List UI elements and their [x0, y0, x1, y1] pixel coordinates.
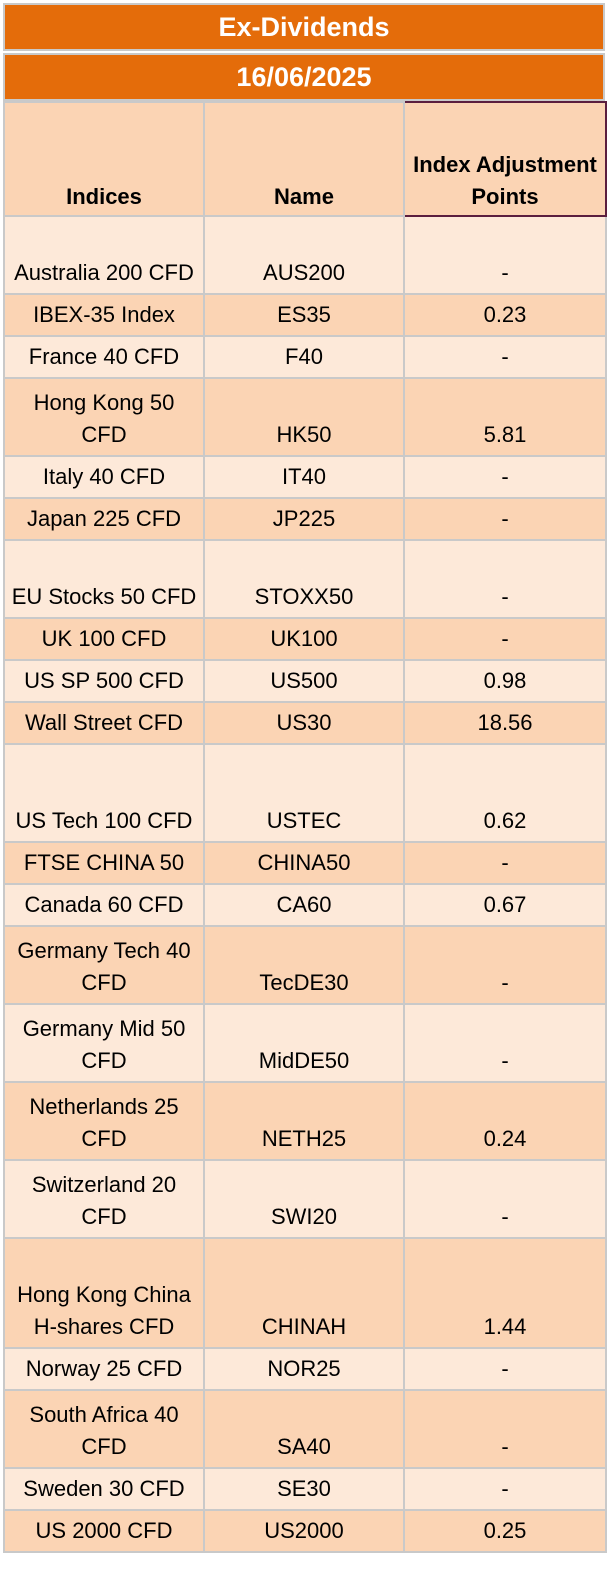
cell-symbol: SE30 [203, 1467, 405, 1511]
cell-index: Hong Kong China H-shares CFD [3, 1237, 205, 1349]
date-banner: 16/06/2025 [3, 53, 605, 101]
table-row: UK 100 CFD UK100- [3, 617, 607, 661]
table-row: FTSE CHINA 50 CHINA50- [3, 841, 607, 885]
cell-adjustment-points: 0.25 [403, 1509, 607, 1553]
cell-index: Australia 200 CFD [3, 215, 205, 295]
cell-index: South Africa 40 CFD [3, 1389, 205, 1469]
cell-adjustment-points: - [403, 617, 607, 661]
table-row: Hong Kong 50 CFD HK50 5.81 [3, 377, 607, 457]
cell-index: EU Stocks 50 CFD [3, 539, 205, 619]
cell-index: Netherlands 25 CFD [3, 1081, 205, 1161]
cell-symbol: CA60 [203, 883, 405, 927]
cell-index: Hong Kong 50 CFD [3, 377, 205, 457]
cell-adjustment-points: - [403, 1159, 607, 1239]
cell-index: Wall Street CFD [3, 701, 205, 745]
cell-symbol: CHINA50 [203, 841, 405, 885]
cell-symbol: SA40 [203, 1389, 405, 1469]
cell-index: US 2000 CFD [3, 1509, 205, 1553]
cell-symbol: NETH25 [203, 1081, 405, 1161]
cell-symbol: F40 [203, 335, 405, 379]
table-row: IBEX-35 Index ES35 0.23 [3, 293, 607, 337]
cell-adjustment-points: 0.62 [403, 743, 607, 843]
cell-index: Sweden 30 CFD [3, 1467, 205, 1511]
cell-symbol: US500 [203, 659, 405, 703]
table-row: Wall Street CFD US30 18.56 [3, 701, 607, 745]
cell-adjustment-points: 0.67 [403, 883, 607, 927]
cell-symbol: JP225 [203, 497, 405, 541]
cell-adjustment-points: 5.81 [403, 377, 607, 457]
table-row: Hong Kong China H-shares CFD CHINAH 1.44 [3, 1237, 607, 1349]
table-row: Germany Mid 50 CFD MidDE50- [3, 1003, 607, 1083]
cell-symbol: NOR25 [203, 1347, 405, 1391]
cell-symbol: AUS200 [203, 215, 405, 295]
cell-adjustment-points: 0.24 [403, 1081, 607, 1161]
table-row: US 2000 CFD US2000 0.25 [3, 1509, 607, 1553]
cell-index: Italy 40 CFD [3, 455, 205, 499]
cell-adjustment-points: - [403, 335, 607, 379]
cell-index: Germany Tech 40 CFD [3, 925, 205, 1005]
cell-adjustment-points: 0.23 [403, 293, 607, 337]
table-header-row: Indices Name Index Adjustment Points [3, 101, 607, 217]
cell-index: FTSE CHINA 50 [3, 841, 205, 885]
cell-index: Japan 225 CFD [3, 497, 205, 541]
table-row: EU Stocks 50 CFD STOXX50- [3, 539, 607, 619]
header-indices: Indices [3, 101, 205, 217]
table-row: Germany Tech 40 CFD TecDE30- [3, 925, 607, 1005]
cell-adjustment-points: - [403, 1389, 607, 1469]
cell-index: IBEX-35 Index [3, 293, 205, 337]
table-row: South Africa 40 CFD SA40- [3, 1389, 607, 1469]
cell-index: US SP 500 CFD [3, 659, 205, 703]
cell-symbol: STOXX50 [203, 539, 405, 619]
table-row: Sweden 30 CFD SE30- [3, 1467, 607, 1511]
table-row: Switzerland 20 CFD SWI20- [3, 1159, 607, 1239]
cell-adjustment-points: 0.98 [403, 659, 607, 703]
table-row: Italy 40 CFD IT40- [3, 455, 607, 499]
cell-adjustment-points: - [403, 539, 607, 619]
dividends-table: Indices Name Index Adjustment Points Aus… [3, 101, 607, 1553]
table-body: Australia 200 CFD AUS200- IBEX-35 Index ES3… [3, 215, 607, 1553]
cell-symbol: TecDE30 [203, 925, 405, 1005]
page-title: Ex-Dividends [3, 3, 605, 51]
cell-adjustment-points: - [403, 1347, 607, 1391]
cell-adjustment-points: 1.44 [403, 1237, 607, 1349]
cell-adjustment-points: - [403, 1003, 607, 1083]
cell-index: Canada 60 CFD [3, 883, 205, 927]
cell-symbol: HK50 [203, 377, 405, 457]
table-row: Japan 225 CFD JP225- [3, 497, 607, 541]
table-row: Netherlands 25 CFD NETH25 0.24 [3, 1081, 607, 1161]
table-row: France 40 CFD F40- [3, 335, 607, 379]
cell-symbol: SWI20 [203, 1159, 405, 1239]
cell-index: France 40 CFD [3, 335, 205, 379]
cell-symbol: ES35 [203, 293, 405, 337]
table-row: US Tech 100 CFD USTEC 0.62 [3, 743, 607, 843]
header-adjustment-points: Index Adjustment Points [403, 101, 607, 217]
cell-symbol: UK100 [203, 617, 405, 661]
cell-symbol: US30 [203, 701, 405, 745]
cell-symbol: USTEC [203, 743, 405, 843]
cell-adjustment-points: - [403, 497, 607, 541]
cell-symbol: MidDE50 [203, 1003, 405, 1083]
ex-dividends-table-container: Ex-Dividends 16/06/2025 Indices Name Ind… [3, 3, 607, 1553]
cell-adjustment-points: 18.56 [403, 701, 607, 745]
cell-symbol: US2000 [203, 1509, 405, 1553]
table-row: Canada 60 CFD CA60 0.67 [3, 883, 607, 927]
cell-index: UK 100 CFD [3, 617, 205, 661]
cell-adjustment-points: - [403, 1467, 607, 1511]
header-name: Name [203, 101, 405, 217]
cell-index: US Tech 100 CFD [3, 743, 205, 843]
cell-adjustment-points: - [403, 841, 607, 885]
cell-adjustment-points: - [403, 455, 607, 499]
cell-index: Norway 25 CFD [3, 1347, 205, 1391]
cell-adjustment-points: - [403, 215, 607, 295]
cell-index: Germany Mid 50 CFD [3, 1003, 205, 1083]
cell-adjustment-points: - [403, 925, 607, 1005]
table-row: US SP 500 CFD US500 0.98 [3, 659, 607, 703]
cell-index: Switzerland 20 CFD [3, 1159, 205, 1239]
table-row: Norway 25 CFD NOR25- [3, 1347, 607, 1391]
cell-symbol: IT40 [203, 455, 405, 499]
table-row: Australia 200 CFD AUS200- [3, 215, 607, 295]
cell-symbol: CHINAH [203, 1237, 405, 1349]
